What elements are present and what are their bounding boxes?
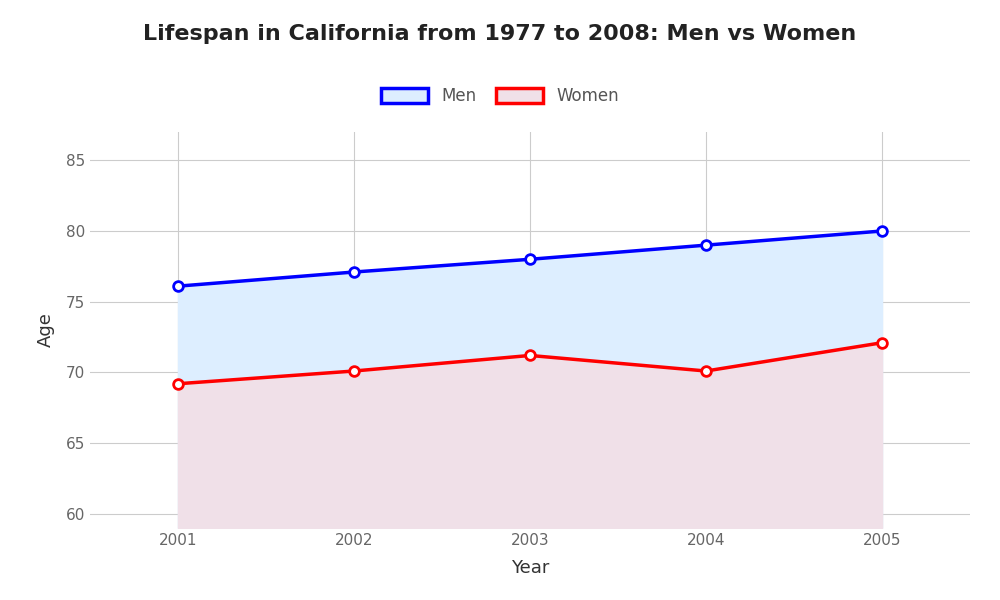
Text: Lifespan in California from 1977 to 2008: Men vs Women: Lifespan in California from 1977 to 2008… xyxy=(143,24,857,44)
X-axis label: Year: Year xyxy=(511,559,549,577)
Legend: Men, Women: Men, Women xyxy=(374,80,626,112)
Y-axis label: Age: Age xyxy=(37,313,55,347)
